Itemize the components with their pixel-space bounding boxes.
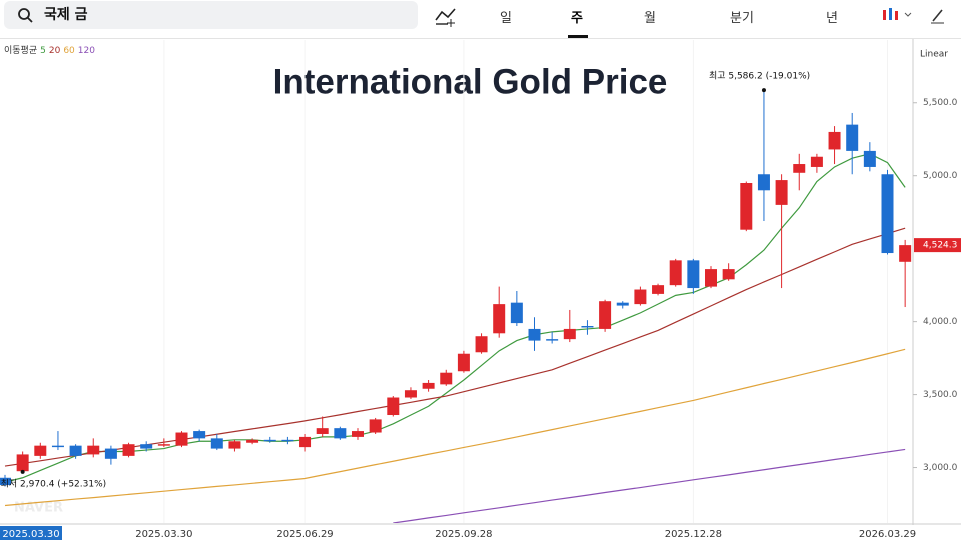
candle-body	[387, 397, 400, 416]
candle-body	[210, 438, 223, 449]
last-price-bg	[914, 238, 961, 253]
cursor-label: 2025.03.30	[2, 529, 59, 540]
legend-item: 5	[40, 46, 46, 56]
candle-body	[634, 289, 647, 305]
plot-area	[0, 40, 912, 523]
candle-body	[193, 431, 206, 439]
candle-body	[846, 124, 859, 151]
candle-body	[369, 419, 382, 433]
candle-body	[828, 131, 841, 150]
candle-body	[687, 260, 700, 289]
candle-body	[563, 328, 576, 340]
candle-body	[546, 339, 559, 341]
x-tick-label: 2026.03.29	[859, 529, 916, 540]
candle-body	[316, 428, 329, 434]
candle-body	[16, 454, 29, 472]
candle-body	[881, 174, 894, 254]
x-tick-label: 2025.12.28	[665, 529, 722, 540]
candle-body	[87, 445, 100, 455]
tab[interactable]: 월	[644, 11, 656, 26]
candle-body	[228, 441, 241, 449]
candle-body	[493, 304, 506, 334]
candle-body	[263, 439, 276, 442]
candle-body	[863, 150, 876, 167]
candle-body	[299, 436, 312, 448]
candle-body	[157, 444, 170, 446]
candle-body	[175, 432, 188, 446]
ma-line	[393, 448, 906, 523]
candle-body	[457, 353, 470, 372]
candle-body	[510, 302, 523, 324]
ma-line	[4, 227, 906, 467]
toolbar: 국제 금 일 주 월 분기 년	[0, 0, 961, 39]
candle-body	[740, 183, 753, 230]
candle-body	[352, 431, 364, 437]
legend: 이동평균 5 20 60 120	[4, 45, 95, 56]
candle-body	[528, 328, 541, 341]
candle-body	[810, 156, 823, 167]
candle-body	[581, 326, 594, 328]
toolbar-icons	[435, 8, 944, 27]
tab[interactable]: 일	[500, 11, 512, 26]
legend-item: 20	[49, 46, 61, 56]
legend-item: 120	[78, 46, 95, 56]
candle-body	[652, 285, 665, 294]
candle-body	[616, 302, 629, 306]
candle-body	[140, 444, 153, 449]
cursor-label-bg	[0, 526, 62, 540]
tab[interactable]: 년	[826, 11, 838, 26]
tab-indicator	[568, 35, 588, 38]
legend-item: 이동평균	[4, 45, 37, 56]
x-tick-label: 2025.09.28	[435, 529, 492, 540]
candle-body	[440, 372, 453, 385]
candle-body	[0, 477, 11, 486]
watermark: NAVER	[14, 501, 63, 516]
y-tick-label: 3,000.0	[923, 463, 958, 473]
y-tick-label: 5,500.0	[923, 98, 958, 108]
candle-body	[722, 269, 735, 280]
annotation-dot	[761, 88, 766, 93]
ma-lines	[4, 153, 906, 523]
candle-body	[669, 260, 682, 286]
candle-body	[475, 336, 488, 353]
annotation: 최고 5,586.2 (-19.01%)	[709, 71, 810, 82]
candle-body	[404, 390, 417, 398]
last-price: 4,524.3	[923, 241, 957, 251]
candle-body	[775, 180, 788, 205]
candle-body	[51, 445, 64, 448]
search-box[interactable]: 국제 금	[4, 1, 418, 29]
annotation: 최저 2,970.4 (+52.31%)	[1, 478, 107, 489]
y-tick-label: 3,500.0	[923, 390, 958, 400]
scale-label[interactable]: Linear	[920, 50, 948, 60]
chart-title: International Gold Price	[273, 62, 668, 101]
y-tick-label: 4,000.0	[923, 317, 958, 327]
search-icon	[18, 8, 33, 23]
candle-body	[705, 269, 717, 287]
candle-body	[757, 174, 770, 191]
candle-body	[599, 301, 612, 329]
candle-body	[34, 445, 47, 456]
legend-item: 60	[63, 46, 75, 56]
candle-body	[69, 445, 82, 456]
tab[interactable]: 주	[571, 11, 583, 26]
ma-line	[4, 153, 906, 483]
x-tick-label: 2025.03.30	[135, 529, 192, 540]
candle-body	[104, 448, 117, 459]
candle-body	[793, 164, 806, 173]
candle-body	[422, 382, 435, 389]
y-tick-label: 5,000.0	[923, 171, 958, 181]
ma-line	[4, 348, 906, 507]
candle-body	[122, 444, 135, 456]
tab[interactable]: 분기	[730, 11, 754, 26]
search-text: 국제 금	[44, 7, 88, 23]
annotation-dot	[20, 469, 25, 474]
candle-body	[281, 439, 294, 442]
x-tick-label: 2025.06.29	[276, 529, 333, 540]
candle-body	[334, 428, 347, 439]
candle-body	[246, 439, 259, 443]
candle-body	[899, 245, 912, 262]
